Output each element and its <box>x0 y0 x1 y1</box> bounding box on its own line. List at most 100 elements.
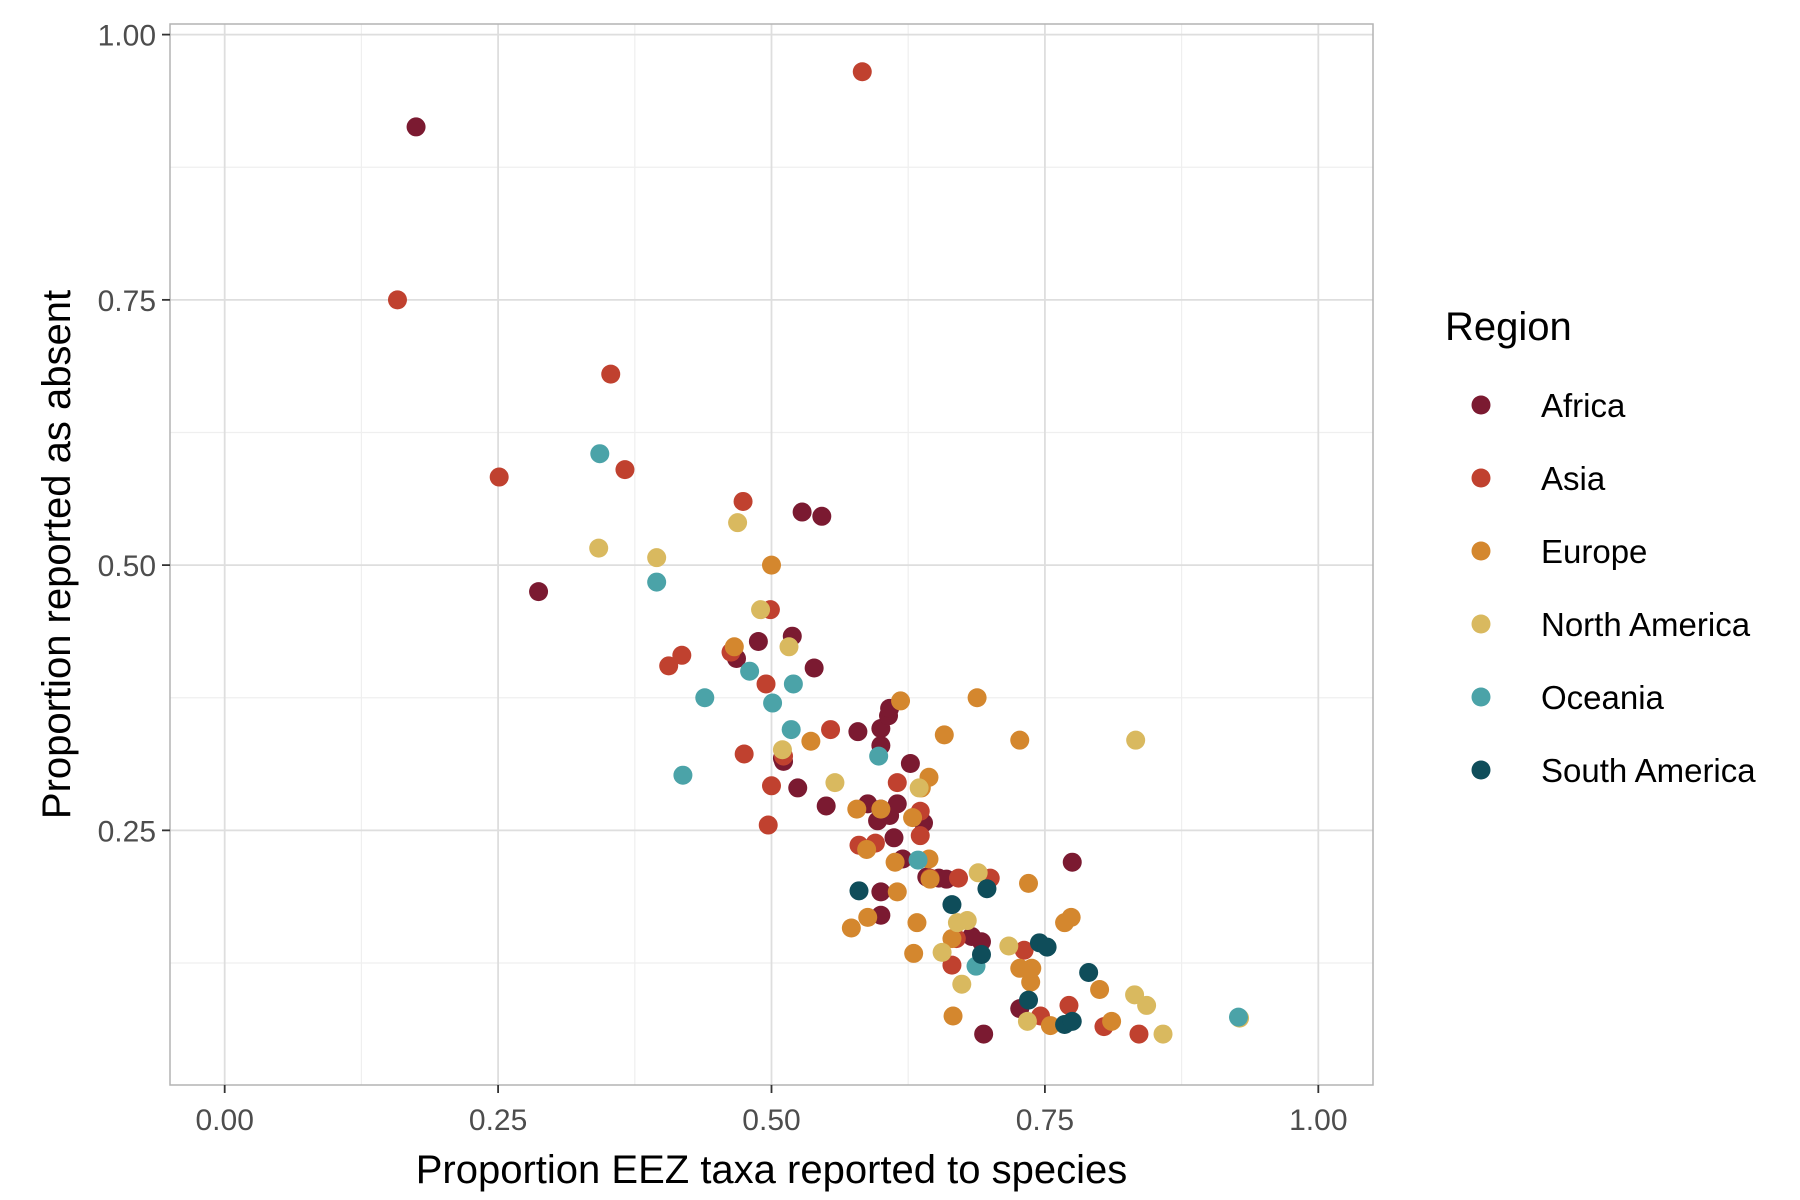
point-north-america <box>952 974 972 994</box>
x-tick-label: 0.75 <box>1016 1104 1074 1137</box>
point-asia <box>762 776 781 796</box>
point-asia <box>821 720 841 740</box>
point-africa <box>804 658 824 678</box>
point-europe <box>943 1006 963 1026</box>
point-oceania <box>781 720 801 740</box>
point-south-america <box>971 944 991 964</box>
legend-label-north-america: North America <box>1541 606 1751 643</box>
point-europe <box>1102 1011 1122 1031</box>
point-asia <box>852 62 872 82</box>
y-tick-label: 0.75 <box>98 285 156 318</box>
point-europe <box>871 799 891 819</box>
point-asia <box>758 815 778 835</box>
point-africa <box>900 754 920 774</box>
point-asia <box>734 744 754 764</box>
point-europe <box>762 555 781 575</box>
point-south-america <box>977 879 997 899</box>
point-oceania <box>673 765 693 785</box>
point-africa <box>887 794 907 814</box>
point-europe <box>841 918 861 938</box>
y-tick-label: 0.25 <box>98 815 156 848</box>
point-europe <box>903 808 923 828</box>
point-africa <box>848 722 868 742</box>
major-gridlines <box>170 24 1373 1085</box>
point-north-america <box>968 863 988 883</box>
point-asia <box>1129 1024 1149 1044</box>
point-oceania <box>590 444 610 464</box>
point-asia <box>1014 940 1034 960</box>
legend-key-north-america <box>1471 614 1491 634</box>
point-europe <box>907 913 927 933</box>
point-africa <box>812 506 832 526</box>
point-europe <box>885 852 905 872</box>
point-south-america <box>849 881 869 901</box>
point-asia <box>887 773 907 793</box>
legend-label-oceania: Oceania <box>1541 679 1665 716</box>
point-europe <box>1061 907 1081 927</box>
point-north-america <box>751 600 771 620</box>
point-europe <box>847 799 867 819</box>
point-north-america <box>909 778 929 798</box>
point-asia <box>489 467 509 487</box>
point-europe <box>1010 730 1030 750</box>
point-europe <box>801 731 821 751</box>
point-oceania <box>869 746 889 766</box>
point-europe <box>858 907 878 927</box>
point-south-america <box>1037 937 1057 957</box>
point-north-america <box>1017 1011 1037 1031</box>
point-africa <box>1062 852 1082 872</box>
point-south-america <box>942 895 962 915</box>
point-europe <box>1021 972 1041 992</box>
point-north-america <box>1153 1024 1173 1044</box>
point-africa <box>406 117 426 137</box>
point-north-america <box>1137 995 1157 1015</box>
point-europe <box>920 869 940 889</box>
point-south-america <box>1062 1011 1082 1031</box>
point-oceania <box>1228 1007 1248 1027</box>
point-europe <box>1090 980 1110 1000</box>
point-north-america <box>957 911 977 931</box>
point-asia <box>387 290 407 310</box>
point-europe <box>934 725 954 745</box>
y-tick-label: 0.50 <box>98 550 156 583</box>
point-asia <box>949 868 969 888</box>
point-south-america <box>1019 990 1039 1010</box>
point-asia <box>672 645 692 665</box>
point-africa <box>792 502 812 522</box>
legend-key-africa <box>1471 395 1491 415</box>
point-north-america <box>999 936 1019 956</box>
point-oceania <box>740 661 760 681</box>
point-asia <box>601 364 621 384</box>
point-asia <box>910 826 930 846</box>
point-north-america <box>647 548 667 568</box>
legend-key-asia <box>1471 468 1491 488</box>
legend-label-asia: Asia <box>1541 460 1606 497</box>
point-europe <box>1019 873 1039 893</box>
y-axis-title: Proportion reported as absent <box>35 290 79 819</box>
x-tick-label: 0.50 <box>742 1104 800 1137</box>
legend: Region Africa Asia Europe North America Ocea… <box>1445 305 1756 789</box>
y-axis-ticks: 0.25 0.50 0.75 1.00 <box>98 20 170 848</box>
point-europe <box>1040 1016 1060 1036</box>
point-asia <box>756 674 776 694</box>
point-oceania <box>647 572 667 592</box>
legend-label-europe: Europe <box>1541 533 1647 570</box>
point-asia <box>733 491 753 511</box>
point-south-america <box>1079 963 1099 983</box>
point-asia <box>615 460 635 480</box>
point-oceania <box>783 674 803 694</box>
point-africa <box>788 778 808 798</box>
point-europe <box>942 929 962 949</box>
point-north-america <box>932 942 952 962</box>
legend-key-europe <box>1471 541 1491 561</box>
point-north-america <box>779 637 799 657</box>
point-africa <box>529 582 549 602</box>
point-north-america <box>1126 730 1146 750</box>
point-europe <box>891 691 911 711</box>
point-africa <box>871 882 891 902</box>
point-europe <box>904 943 924 963</box>
x-axis-title: Proportion EEZ taxa reported to species <box>416 1148 1127 1192</box>
point-oceania <box>695 688 715 708</box>
point-oceania <box>908 850 928 870</box>
